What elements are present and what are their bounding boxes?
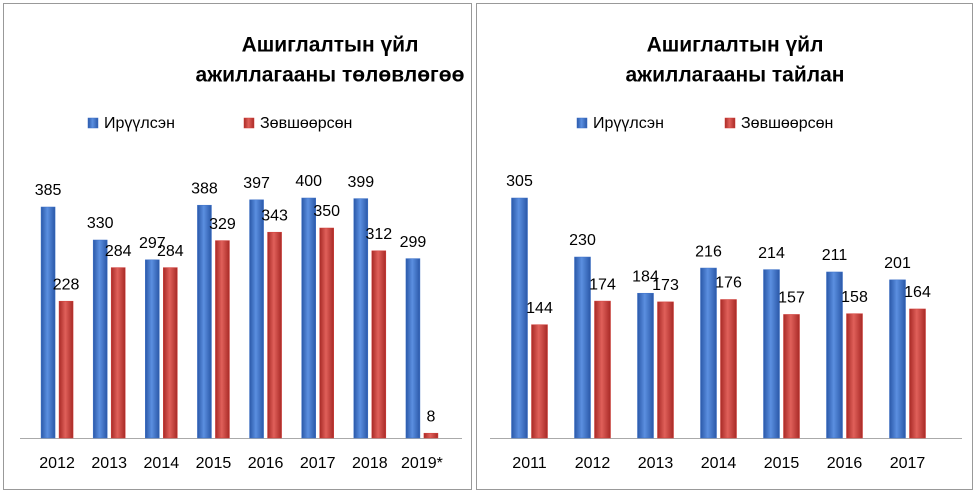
value-label: 8 bbox=[426, 408, 435, 425]
bar bbox=[423, 432, 439, 439]
bar bbox=[215, 240, 230, 439]
legend-swatch bbox=[724, 117, 736, 129]
legend-swatch bbox=[243, 117, 255, 129]
chart-title: ажиллагааны тайлан bbox=[626, 64, 845, 87]
bar bbox=[594, 300, 611, 439]
bar bbox=[531, 324, 548, 439]
bar bbox=[657, 301, 674, 439]
legend-label: Ирүүлсэн bbox=[104, 115, 175, 132]
legend-label: Ирүүлсэн bbox=[593, 115, 664, 132]
bar bbox=[511, 197, 528, 439]
x-tick-label: 2014 bbox=[701, 455, 737, 472]
bar bbox=[249, 199, 264, 439]
x-tick-label: 2017 bbox=[300, 455, 336, 472]
bar bbox=[145, 259, 160, 439]
value-label: 329 bbox=[209, 216, 236, 233]
bar bbox=[371, 250, 387, 439]
value-label: 388 bbox=[191, 180, 218, 197]
x-tick-label: 2014 bbox=[144, 455, 180, 472]
bar bbox=[40, 206, 56, 439]
bar bbox=[637, 292, 654, 439]
value-label: 305 bbox=[506, 173, 533, 190]
bar bbox=[574, 256, 591, 439]
value-label: 173 bbox=[652, 277, 679, 294]
legend-label: Зөвшөөрсөн bbox=[741, 115, 833, 132]
value-label: 399 bbox=[347, 174, 374, 191]
x-tick-label: 2013 bbox=[638, 455, 674, 472]
bar bbox=[58, 300, 74, 439]
bar bbox=[783, 314, 800, 439]
value-label: 297 bbox=[139, 235, 166, 252]
value-label: 184 bbox=[632, 268, 659, 285]
value-label: 350 bbox=[313, 203, 340, 220]
value-label: 385 bbox=[35, 182, 62, 199]
bar bbox=[163, 267, 178, 439]
value-label: 176 bbox=[715, 275, 742, 292]
bar bbox=[909, 308, 926, 439]
bar bbox=[301, 197, 316, 439]
value-label: 174 bbox=[589, 276, 616, 293]
x-tick-label: 2017 bbox=[890, 455, 926, 472]
x-tick-label: 2016 bbox=[827, 455, 863, 472]
x-tick-label: 2015 bbox=[764, 455, 800, 472]
panel-border bbox=[3, 3, 472, 490]
value-label: 343 bbox=[261, 207, 288, 224]
bar bbox=[720, 299, 737, 439]
value-label: 158 bbox=[841, 289, 868, 306]
value-label: 299 bbox=[400, 234, 427, 251]
bar bbox=[353, 198, 369, 439]
bar bbox=[763, 269, 780, 439]
chart-title: Ашиглалтын үйл bbox=[242, 34, 419, 57]
value-label: 330 bbox=[87, 215, 114, 232]
value-label: 400 bbox=[295, 173, 322, 190]
value-label: 211 bbox=[822, 247, 848, 264]
bar bbox=[267, 231, 282, 439]
chart-title: Ашиглалтын үйл bbox=[647, 34, 824, 57]
value-label: 216 bbox=[695, 243, 722, 260]
x-tick-label: 2013 bbox=[91, 455, 127, 472]
panel-border bbox=[476, 3, 973, 490]
value-label: 164 bbox=[904, 284, 931, 301]
value-label: 214 bbox=[758, 245, 785, 262]
legend-swatch bbox=[576, 117, 588, 129]
legend-label: Зөвшөөрсөн bbox=[260, 115, 352, 132]
bar bbox=[92, 239, 108, 439]
x-tick-label: 2015 bbox=[196, 455, 232, 472]
value-label: 230 bbox=[569, 232, 596, 249]
bar bbox=[889, 279, 906, 439]
bar bbox=[405, 258, 421, 439]
x-tick-label: 2012 bbox=[39, 455, 75, 472]
value-label: 228 bbox=[53, 276, 80, 293]
value-label: 284 bbox=[157, 243, 184, 260]
x-tick-label: 2018 bbox=[352, 455, 388, 472]
value-label: 284 bbox=[105, 243, 132, 260]
bar bbox=[846, 313, 863, 439]
value-label: 201 bbox=[884, 255, 911, 272]
value-label: 312 bbox=[365, 226, 392, 243]
value-label: 397 bbox=[243, 175, 270, 192]
chart-title: ажиллагааны төлөвлөгөө bbox=[196, 64, 465, 87]
bar bbox=[700, 267, 717, 439]
x-tick-label: 2012 bbox=[575, 455, 611, 472]
bar bbox=[319, 227, 334, 439]
bar bbox=[826, 271, 843, 439]
value-label: 144 bbox=[526, 300, 553, 317]
bar bbox=[110, 267, 126, 439]
x-tick-label: 2011 bbox=[512, 455, 547, 472]
x-tick-label: 2016 bbox=[248, 455, 284, 472]
value-label: 157 bbox=[778, 290, 805, 307]
x-tick-label: 2019* bbox=[401, 455, 443, 472]
legend-swatch bbox=[87, 117, 99, 129]
bar bbox=[197, 204, 212, 439]
